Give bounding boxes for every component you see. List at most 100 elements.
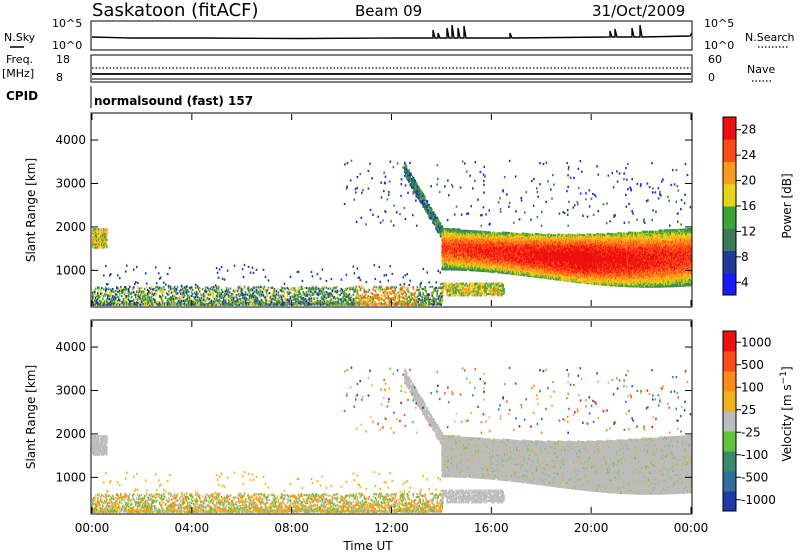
power-cell [419,189,422,192]
power-cell [106,295,109,298]
power-cell [253,301,256,304]
power-cell [112,303,115,306]
power-cell [210,303,213,306]
power-cell [239,285,242,288]
power-cell [285,298,288,301]
power-cell [441,262,444,265]
power-cell [182,292,185,295]
power-cell [345,303,348,306]
power-cell [414,183,417,186]
power-cell [348,287,351,290]
power-cell [192,301,195,304]
power-cell [93,246,96,249]
power-cell [427,211,430,214]
power-cell [321,303,324,306]
power-cell [97,294,100,297]
power-cell [451,231,453,234]
power-cell [178,303,181,306]
power-cell [92,246,95,249]
power-cell [175,292,178,295]
power-cell [287,288,290,291]
power-cell [260,294,263,297]
power-cell [322,298,325,301]
power-cell [444,231,447,234]
power-cell [347,294,350,297]
power-cell [110,298,113,301]
power-cell [320,290,323,293]
power-cell [442,262,445,265]
power-cell [251,289,254,292]
power-cell [183,300,186,303]
power-cell [264,303,267,306]
power-cell [269,300,272,304]
power-cell [317,292,320,295]
power-cell [121,299,124,303]
power-cell [451,268,453,271]
power-cell [127,287,130,291]
power-cell [307,290,310,293]
power-cell [105,299,108,302]
power-cell [305,290,308,294]
power-cell [325,296,328,300]
power-cell [173,303,176,306]
power-cell [314,302,317,305]
power-cell [124,286,127,289]
power-cell [421,191,424,194]
power-cell [180,301,183,304]
power-cell [121,289,124,292]
power-cell [216,292,219,295]
power-cell [236,299,239,302]
power-cell [195,286,198,289]
power-cell [382,299,385,302]
power-cell [365,290,368,293]
power-cell [342,300,345,303]
power-cell [326,303,329,306]
power-cell [154,289,157,292]
power-cell [403,290,406,293]
power-cell [218,298,221,301]
power-cell [364,291,367,294]
power-cell [146,288,149,292]
beam-label: Beam 09 [355,2,422,20]
power-cell [200,301,203,304]
power-cell [97,239,100,243]
power-cell [352,288,355,292]
power-cell [340,287,343,291]
power-cell [238,285,241,288]
power-cell [439,234,442,237]
power-cell [99,234,102,237]
power-cell [393,301,396,304]
power-cell [320,301,323,304]
power-cell [190,288,193,291]
power-cell [356,267,359,270]
power-cell [105,239,108,243]
power-cell [435,220,438,223]
power-cell [137,302,140,305]
power-cell [92,237,94,240]
power-cell [147,303,150,306]
power-cell [102,238,105,241]
power-cell [359,279,362,282]
power-cell [104,237,107,240]
power-cell [321,268,324,271]
power-cell [380,302,383,305]
power-cell [299,296,302,299]
power-cell [113,296,116,299]
power-cell [231,295,234,298]
power-cell [242,294,245,297]
power-cell [92,241,95,244]
power-cell [160,287,163,290]
power-cell [204,289,207,292]
power-cell [346,287,349,290]
power-cell [312,303,315,306]
power-cell [141,297,144,300]
power-cell [105,300,108,303]
power-cell [103,228,106,231]
power-cell [322,302,325,306]
power-cell [281,302,284,305]
power-cell [263,285,266,288]
power-cell [405,165,408,168]
power-cell [95,241,98,244]
power-cell [437,269,440,272]
power-cell [310,303,313,306]
